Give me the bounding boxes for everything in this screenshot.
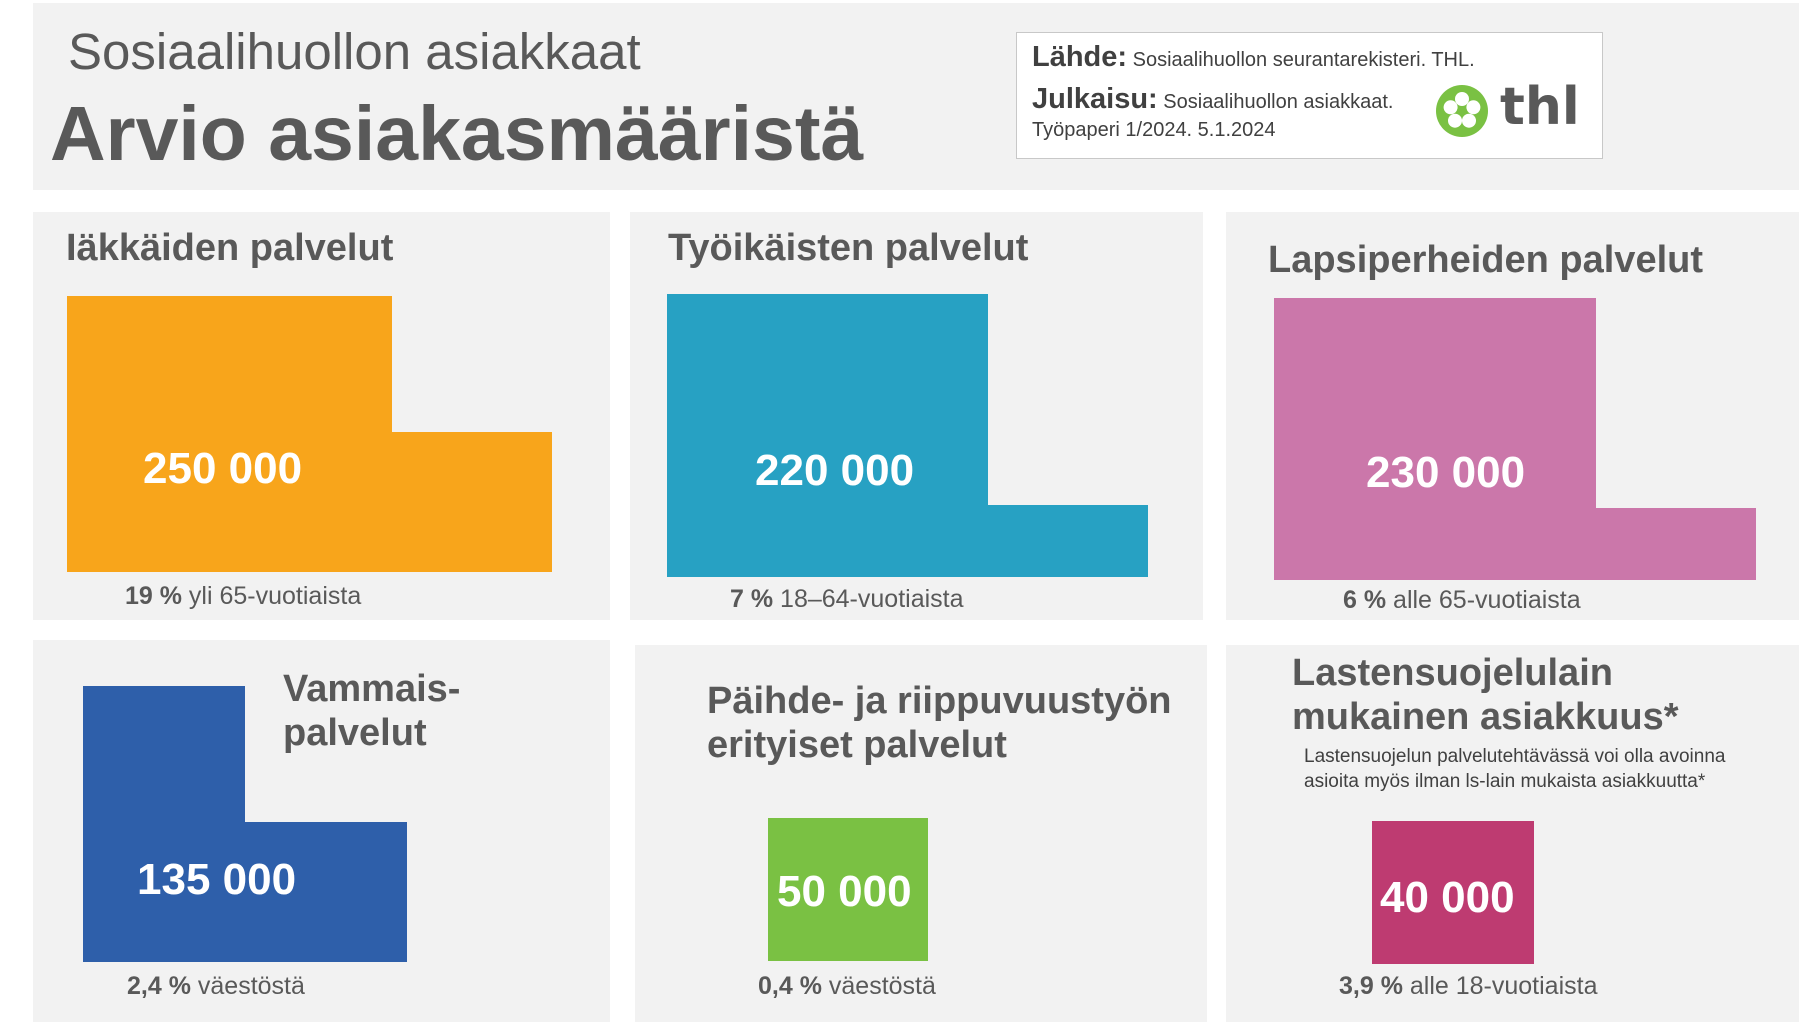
card-percentage: 0,4 % väestöstä: [758, 972, 936, 1001]
page-title: Arvio asiakasmääristä: [50, 91, 864, 177]
publication-text-2: Työpaperi 1/2024. 5.1.2024: [1032, 119, 1276, 141]
card-value: 40 000: [1380, 873, 1515, 922]
publication-text: Sosiaalihuollon asiakkaat.: [1163, 91, 1394, 113]
card-percentage: 2,4 % väestöstä: [127, 972, 305, 1001]
pct-bold: 19 %: [125, 582, 182, 610]
pct-text: alle 65-vuotiaista: [1386, 586, 1581, 614]
pct-text: yli 65-vuotiaista: [181, 582, 362, 610]
card-note: Lastensuojelun palvelutehtävässä voi oll…: [1304, 745, 1725, 794]
card-value: 250 000: [143, 444, 303, 493]
card-title: Päihde- ja riippuvuustyön erityiset palv…: [707, 680, 1172, 767]
card-title-line2: mukainen asiakkuus*: [1292, 695, 1679, 738]
card-title: Työikäisten palvelut: [668, 227, 1029, 269]
value-block-bottom: [83, 822, 407, 962]
card-percentage: 6 % alle 65-vuotiaista: [1343, 586, 1581, 615]
source-label: Lähde:: [1032, 41, 1128, 73]
card-title: Lapsiperheiden palvelut: [1268, 239, 1703, 281]
publication-label: Julkaisu:: [1032, 83, 1158, 115]
thl-logo: thl: [1435, 77, 1595, 141]
card-disability: Vammais- palvelut 135 000 2,4 % väestöst…: [33, 640, 610, 1022]
card-percentage: 19 % yli 65-vuotiaista: [125, 582, 361, 611]
card-value: 135 000: [137, 855, 297, 904]
card-title-line2: erityiset palvelut: [707, 723, 1007, 766]
value-block-bottom: [1274, 508, 1756, 580]
card-title: Iäkkäiden palvelut: [66, 227, 394, 269]
card-working-age: Työikäisten palvelut 220 000 7 % 18–64-v…: [630, 212, 1203, 620]
pct-text: väestöstä: [821, 972, 936, 1000]
card-title-line1: Vammais-: [283, 668, 461, 710]
pct-bold: 2,4 %: [127, 972, 191, 1000]
pct-text: 18–64-vuotiaista: [773, 585, 964, 613]
value-block-bottom: [67, 432, 552, 572]
pct-bold: 3,9 %: [1339, 972, 1403, 1000]
value-block-bottom: [667, 505, 1148, 577]
card-title: Lastensuojelulain mukainen asiakkuus*: [1292, 652, 1679, 739]
card-value: 220 000: [755, 446, 915, 495]
card-families: Lapsiperheiden palvelut 230 000 6 % alle…: [1226, 212, 1799, 620]
card-child-protection: Lastensuojelulain mukainen asiakkuus* La…: [1226, 645, 1799, 1022]
card-elderly: Iäkkäiden palvelut 250 000 19 % yli 65-v…: [33, 212, 610, 620]
card-percentage: 3,9 % alle 18-vuotiaista: [1339, 972, 1598, 1001]
value-block-top: [667, 294, 988, 520]
thl-logo-text: thl: [1500, 77, 1580, 137]
publication-line: Julkaisu: Sosiaalihuollon asiakkaat.: [1032, 83, 1393, 116]
pct-bold: 0,4 %: [758, 972, 822, 1000]
card-note-line2: asioita myös ilman ls-lain mukaista asia…: [1304, 770, 1706, 792]
page-subtitle: Sosiaalihuollon asiakkaat: [68, 23, 641, 80]
pct-text: väestöstä: [190, 972, 305, 1000]
value-block-top: [1274, 298, 1596, 523]
card-value: 230 000: [1366, 448, 1526, 497]
source-box: Lähde: Sosiaalihuollon seurantarekisteri…: [1016, 32, 1603, 159]
flower-icon: [1436, 85, 1488, 137]
pct-bold: 7 %: [730, 585, 774, 613]
source-line: Lähde: Sosiaalihuollon seurantarekisteri…: [1032, 41, 1475, 74]
value-block-top: [67, 296, 392, 434]
source-text: Sosiaalihuollon seurantarekisteri. THL.: [1132, 49, 1475, 71]
pct-text: alle 18-vuotiaista: [1402, 972, 1598, 1000]
card-title: Vammais- palvelut: [283, 668, 460, 755]
value-block-top: [83, 686, 245, 826]
pct-bold: 6 %: [1343, 586, 1387, 614]
card-substance-abuse: Päihde- ja riippuvuustyön erityiset palv…: [635, 645, 1207, 1022]
card-title-line2: palvelut: [283, 711, 427, 754]
card-percentage: 7 % 18–64-vuotiaista: [730, 585, 964, 614]
value-block: [1372, 821, 1534, 964]
value-block: [768, 818, 928, 961]
card-title-line1: Lastensuojelulain: [1292, 652, 1613, 694]
card-value: 50 000: [777, 867, 912, 916]
card-note-line1: Lastensuojelun palvelutehtävässä voi oll…: [1304, 746, 1726, 767]
card-title-line1: Päihde- ja riippuvuustyön: [707, 680, 1172, 722]
